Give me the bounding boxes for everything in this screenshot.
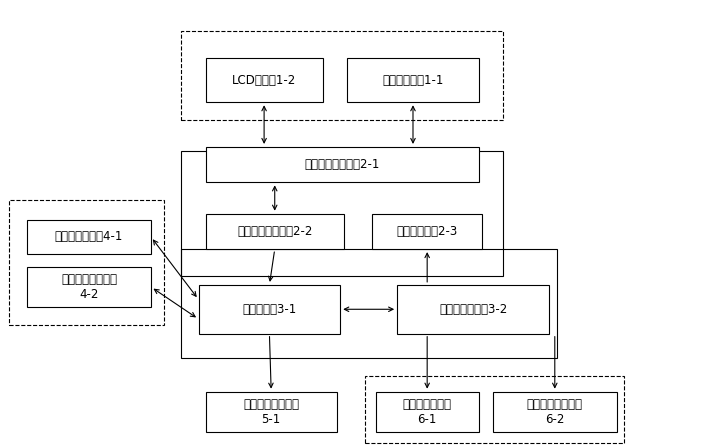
Text: LCD显示屏1-2: LCD显示屏1-2 — [232, 73, 296, 87]
Bar — [365, 376, 624, 443]
Bar — [206, 392, 337, 432]
Bar — [493, 392, 617, 432]
Text: 超声波检测装置4-1: 超声波检测装置4-1 — [55, 231, 123, 243]
Text: 实时水位测量装置
4-2: 实时水位测量装置 4-2 — [61, 273, 117, 301]
Bar — [372, 214, 482, 249]
Text: 船载无线收发装置2-1: 船载无线收发装置2-1 — [304, 158, 380, 171]
Bar — [27, 220, 151, 254]
Bar — [206, 214, 344, 249]
Text: 信息存储装置1-1: 信息存储装置1-1 — [382, 73, 444, 87]
Bar — [206, 147, 479, 182]
Text: 嵌入式微机3-1: 嵌入式微机3-1 — [242, 303, 296, 316]
Text: 船闸收费信息网
6-1: 船闸收费信息网 6-1 — [403, 398, 452, 425]
Text: 银行网络扣费系统
6-2: 银行网络扣费系统 6-2 — [527, 398, 583, 425]
Bar — [347, 58, 479, 102]
Bar — [9, 200, 164, 325]
Bar — [181, 249, 557, 358]
Bar — [27, 267, 151, 307]
Text: 收费管理计算机3-2: 收费管理计算机3-2 — [439, 303, 508, 316]
Bar — [376, 392, 479, 432]
Text: 视频信号采集装置
5-1: 视频信号采集装置 5-1 — [243, 398, 299, 425]
Bar — [397, 285, 549, 334]
Bar — [181, 151, 503, 276]
Bar — [199, 285, 340, 334]
Text: 信息加密芯片2-3: 信息加密芯片2-3 — [396, 225, 458, 238]
Bar — [206, 58, 323, 102]
Text: 船闸无线收发装置2-2: 船闸无线收发装置2-2 — [237, 225, 313, 238]
Bar — [181, 31, 503, 120]
